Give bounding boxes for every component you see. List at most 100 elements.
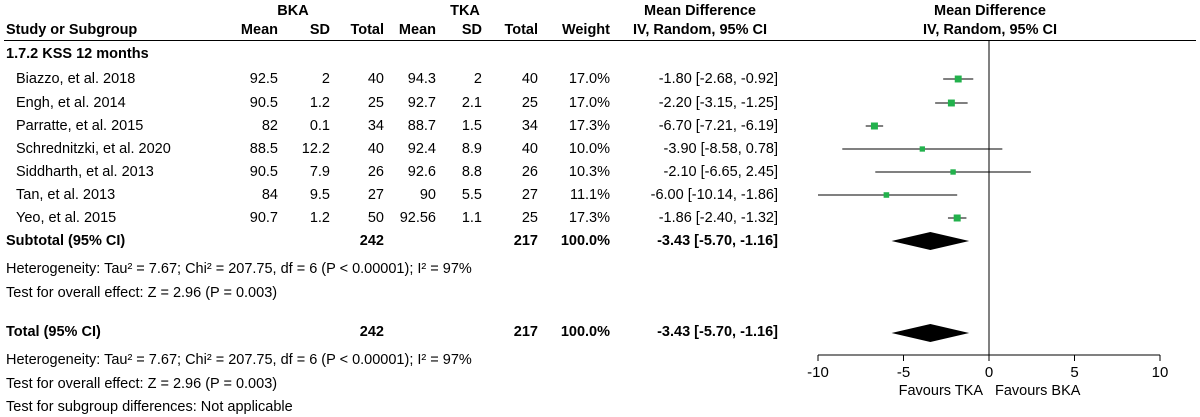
ci-cell: -1.86 [-2.40, -1.32] [658, 210, 778, 226]
subtotal-weight: 100.0% [560, 233, 610, 249]
total2-cell: 34 [521, 118, 538, 134]
total-diamond [891, 324, 970, 342]
sd2-cell: 8.9 [461, 141, 482, 157]
ci-cell: -6.00 [-10.14, -1.86] [650, 187, 778, 203]
total1-cell: 40 [367, 71, 384, 87]
total2-cell: 25 [521, 210, 538, 226]
mean1-cell: 90.5 [249, 164, 278, 180]
header-rule [4, 40, 1196, 41]
subgroup-title: 1.7.2 KSS 12 months [6, 46, 149, 62]
favours-left-label: Favours TKA [899, 383, 984, 399]
sd1-cell: 12.2 [301, 141, 330, 157]
study-point [953, 214, 961, 222]
ci-cell: -2.10 [-6.65, 2.45] [663, 164, 778, 180]
sd2-header: SD [461, 22, 482, 38]
favours-right-label: Favours BKA [995, 383, 1081, 399]
total-ci: -3.43 [-5.70, -1.16] [657, 324, 778, 340]
x-axis-tick-label: 10 [1152, 364, 1169, 381]
study-name: Parratte, et al. 2015 [16, 118, 144, 134]
x-axis-tick-label: -5 [897, 364, 910, 381]
study-name: Siddharth, et al. 2013 [16, 164, 154, 180]
study-point [870, 122, 878, 130]
total2-header: Total [504, 22, 538, 38]
mean2-header: Mean [398, 22, 436, 38]
subtotal-n2: 217 [513, 233, 538, 249]
mean2-cell: 92.6 [407, 164, 436, 180]
weight-cell: 10.0% [568, 141, 610, 157]
plot-header: Mean Difference [933, 3, 1046, 19]
group2-header: TKA [450, 3, 480, 19]
total2-cell: 40 [521, 71, 538, 87]
ci-cell: -3.90 [-8.58, 0.78] [663, 141, 778, 157]
weight-header: Weight [561, 22, 610, 38]
mean2-cell: 94.3 [407, 71, 436, 87]
total-n1: 242 [359, 324, 384, 340]
total1-cell: 34 [367, 118, 384, 134]
total-weight: 100.0% [560, 324, 610, 340]
sd1-cell: 9.5 [309, 187, 330, 203]
md-header: Mean Difference [643, 3, 756, 19]
study-point [947, 99, 955, 107]
total2-cell: 25 [521, 95, 538, 111]
sd2-cell: 2 [473, 71, 482, 87]
sd2-cell: 1.1 [461, 210, 482, 226]
study-name: Engh, et al. 2014 [16, 95, 126, 111]
ci-cell: -6.70 [-7.21, -6.19] [658, 118, 778, 134]
md-method-header: IV, Random, 95% CI [632, 22, 768, 38]
mean1-cell: 90.5 [249, 95, 278, 111]
subtotal-overall-effect: Test for overall effect: Z = 2.96 (P = 0… [6, 285, 278, 301]
total1-cell: 40 [367, 141, 384, 157]
mean1-cell: 92.5 [249, 71, 278, 87]
ci-cell: -2.20 [-3.15, -1.25] [658, 95, 778, 111]
weight-cell: 17.3% [568, 210, 610, 226]
study-column-header: Study or Subgroup [6, 22, 138, 38]
study-name: Biazzo, et al. 2018 [16, 71, 136, 87]
sd1-header: SD [309, 22, 330, 38]
sd2-cell: 8.8 [461, 164, 482, 180]
study-name: Tan, et al. 2013 [16, 187, 116, 203]
sd1-cell: 1.2 [309, 210, 330, 226]
sd1-cell: 7.9 [309, 164, 330, 180]
x-axis-tick-label: 0 [985, 364, 993, 381]
total-label: Total (95% CI) [6, 324, 101, 340]
total1-header: Total [350, 22, 384, 38]
study-point [950, 169, 956, 175]
weight-cell: 17.0% [568, 71, 610, 87]
sd2-cell: 1.5 [461, 118, 482, 134]
mean1-header: Mean [240, 22, 278, 38]
subtotal-diamond [891, 232, 970, 250]
total-n2: 217 [513, 324, 538, 340]
total2-cell: 26 [521, 164, 538, 180]
total2-cell: 40 [521, 141, 538, 157]
total2-cell: 27 [521, 187, 538, 203]
subtotal-heterogeneity: Heterogeneity: Tau² = 7.67; Chi² = 207.7… [6, 261, 472, 277]
mean2-cell: 92.7 [407, 95, 436, 111]
subgroup-differences: Test for subgroup differences: Not appli… [6, 399, 293, 415]
study-point [883, 192, 890, 198]
weight-cell: 10.3% [568, 164, 610, 180]
subtotal-label: Subtotal (95% CI) [6, 233, 126, 249]
total1-cell: 25 [367, 95, 384, 111]
mean1-cell: 88.5 [249, 141, 278, 157]
study-name: Schrednitzki, et al. 2020 [16, 141, 171, 157]
sd1-cell: 1.2 [309, 95, 330, 111]
subtotal-n1: 242 [359, 233, 384, 249]
mean1-cell: 90.7 [249, 210, 278, 226]
study-point [919, 146, 925, 152]
study-point [954, 75, 962, 83]
x-axis-tick-label: -10 [807, 364, 829, 381]
ci-cell: -1.80 [-2.68, -0.92] [658, 71, 778, 87]
sd2-cell: 5.5 [461, 187, 482, 203]
total-overall-effect: Test for overall effect: Z = 2.96 (P = 0… [6, 376, 278, 392]
sd1-cell: 0.1 [309, 118, 330, 134]
plot-method-header: IV, Random, 95% CI [922, 22, 1058, 38]
study-name: Yeo, et al. 2015 [16, 210, 117, 226]
total1-cell: 50 [367, 210, 384, 226]
mean1-cell: 84 [261, 187, 278, 203]
group1-header: BKA [277, 3, 309, 19]
total1-cell: 26 [367, 164, 384, 180]
weight-cell: 11.1% [569, 187, 610, 203]
total1-cell: 27 [367, 187, 384, 203]
weight-cell: 17.3% [568, 118, 610, 134]
